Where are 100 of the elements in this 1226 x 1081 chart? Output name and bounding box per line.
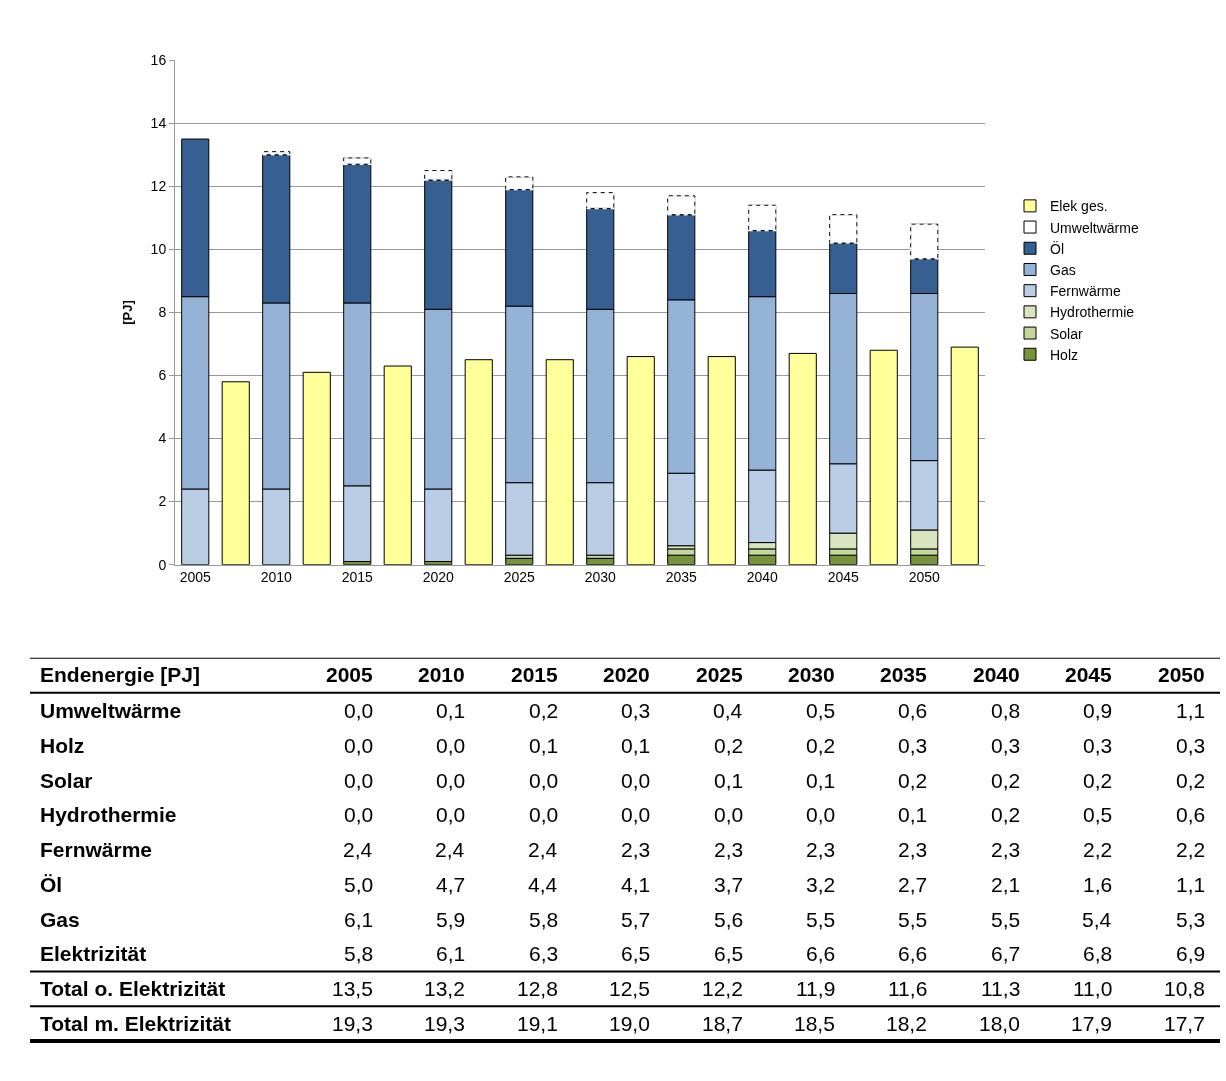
- text: Solar: [40, 769, 93, 792]
- text: 12,5: [609, 977, 650, 1000]
- text: 0,2: [529, 699, 559, 722]
- x-tick-label: 2035: [665, 569, 698, 586]
- text: 0,8: [991, 699, 1021, 722]
- text: 0,6: [898, 699, 928, 722]
- legend-label: Umweltwärme: [1050, 219, 1139, 236]
- category-label: 2020: [603, 663, 650, 686]
- text: Total o. Elektrizität: [40, 977, 226, 1000]
- text: 0,3: [991, 734, 1021, 757]
- text: 19,3: [332, 1012, 373, 1035]
- legend-label: Holz: [1050, 346, 1079, 363]
- text: 6,5: [714, 942, 744, 965]
- text: 18,5: [794, 1012, 835, 1035]
- text: 18,0: [979, 1012, 1020, 1035]
- text: 6,6: [898, 942, 928, 965]
- text: Elektrizität: [40, 942, 147, 965]
- text: 0,1: [529, 734, 559, 757]
- y-axis-title: [PJ]: [119, 300, 135, 325]
- text: 0,2: [1083, 769, 1113, 792]
- text: 2,4: [343, 838, 373, 861]
- text: 6,8: [1083, 942, 1113, 965]
- text: 3,2: [806, 873, 836, 896]
- legend-label: Hydrothermie: [1050, 304, 1135, 321]
- category-label: 2040: [973, 663, 1020, 686]
- text: 2,3: [898, 838, 928, 861]
- text: 5,5: [991, 908, 1021, 931]
- category-label: 2025: [696, 663, 743, 686]
- y-tick-label: 10: [150, 241, 167, 258]
- text: 0,0: [621, 803, 651, 826]
- x-tick-label: 2010: [260, 569, 293, 586]
- text: 19,1: [517, 1012, 558, 1035]
- text: 6,7: [991, 942, 1021, 965]
- text: 5,5: [806, 908, 836, 931]
- text: 19,0: [609, 1012, 650, 1035]
- x-tick-label: 2005: [179, 569, 212, 586]
- y-tick-label: 8: [158, 304, 167, 321]
- text: 5,7: [621, 908, 651, 931]
- text: 0,0: [714, 803, 744, 826]
- text: 0,5: [806, 699, 836, 722]
- text: Endenergie [PJ]: [40, 663, 200, 686]
- text: 6,6: [806, 942, 836, 965]
- text: 12,8: [517, 977, 558, 1000]
- text: 0,0: [529, 803, 559, 826]
- text: 0,0: [344, 699, 374, 722]
- text: 1,6: [1083, 873, 1113, 896]
- text: 2,3: [991, 838, 1021, 861]
- text: 2,7: [898, 873, 928, 896]
- text: 2,3: [714, 838, 744, 861]
- text: 19,3: [424, 1012, 465, 1035]
- text: 18,7: [702, 1012, 743, 1035]
- legend-label: Solar: [1050, 325, 1084, 342]
- text: Umweltwärme: [40, 699, 182, 722]
- text: 10,8: [1164, 977, 1205, 1000]
- text: Fernwärme: [40, 838, 153, 861]
- text: 0,0: [344, 803, 374, 826]
- text: 2,4: [528, 838, 558, 861]
- text: 0,9: [1083, 699, 1113, 722]
- text: 0,5: [1083, 803, 1113, 826]
- text: 0,6: [1176, 803, 1206, 826]
- text: 5,8: [529, 908, 559, 931]
- legend-label: Gas: [1050, 261, 1076, 278]
- text: 0,1: [714, 769, 744, 792]
- text: 0,3: [1083, 734, 1113, 757]
- text: 5,9: [436, 908, 466, 931]
- y-tick-label: 2: [158, 493, 167, 510]
- text: 5,8: [344, 942, 374, 965]
- text: 0,0: [436, 734, 466, 757]
- x-tick-label: 2040: [746, 569, 779, 586]
- text: 6,1: [344, 908, 374, 931]
- text: 0,2: [898, 769, 928, 792]
- text: 0,1: [621, 734, 651, 757]
- text: Öl: [40, 873, 63, 896]
- text: 11,3: [981, 977, 1021, 1000]
- text: Total m. Elektrizität: [40, 1012, 231, 1035]
- text: 2,4: [435, 838, 465, 861]
- text: 0,4: [713, 699, 743, 722]
- text: 0,2: [991, 803, 1021, 826]
- text: Hydrothermie: [40, 803, 177, 826]
- text: 11,9: [796, 977, 836, 1000]
- legend-label: Fernwärme: [1050, 283, 1122, 300]
- legend-label: Öl: [1050, 239, 1064, 257]
- text: 5,4: [1082, 908, 1112, 931]
- text: 17,7: [1164, 1012, 1205, 1035]
- text: 4,4: [528, 873, 558, 896]
- text: 3,7: [714, 873, 744, 896]
- category-label: 2005: [326, 663, 373, 686]
- text: 0,1: [898, 803, 928, 826]
- text: 18,2: [886, 1012, 927, 1035]
- x-tick-label: 2025: [503, 569, 536, 586]
- text: 6,5: [621, 942, 651, 965]
- text: 0,0: [529, 769, 559, 792]
- text: 5,3: [1176, 908, 1206, 931]
- category-label: 2030: [788, 663, 835, 686]
- text: 5,0: [344, 873, 374, 896]
- text: 13,2: [424, 977, 465, 1000]
- x-tick-label: 2045: [827, 569, 860, 586]
- text: 4,1: [621, 873, 651, 896]
- text: 0,1: [436, 699, 466, 722]
- y-tick-label: 4: [158, 430, 167, 447]
